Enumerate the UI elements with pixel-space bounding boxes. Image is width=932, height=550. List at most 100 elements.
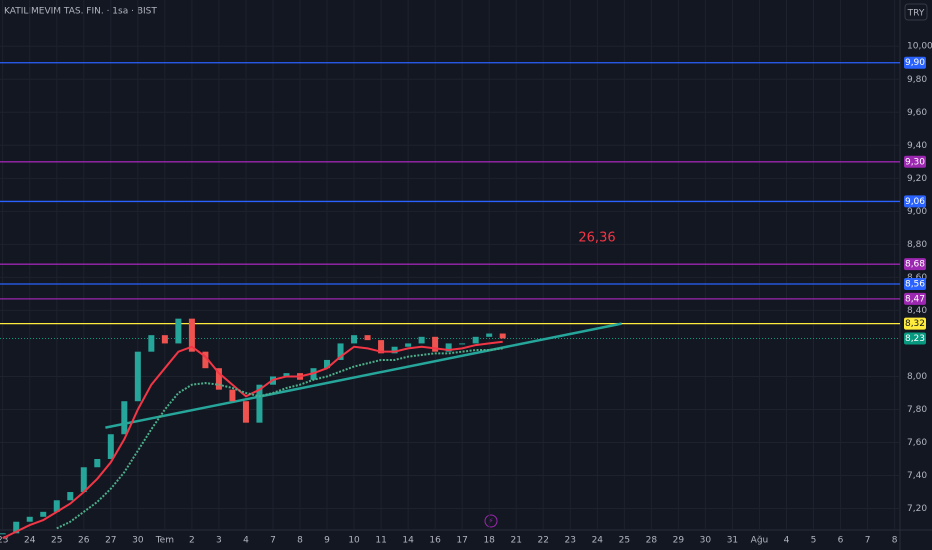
- x-tick-label: 26: [78, 536, 90, 546]
- x-tick-label: 5: [811, 536, 817, 546]
- currency-button[interactable]: [904, 3, 928, 21]
- event-icon[interactable]: [484, 514, 498, 528]
- candle: [445, 343, 452, 352]
- y-tick-label: 9,60: [907, 108, 927, 118]
- level-tag-label: 8,47: [905, 294, 925, 304]
- candle: [161, 335, 168, 344]
- level-tag: [904, 332, 926, 345]
- candle: [378, 340, 385, 354]
- level-tag-label: 9,90: [905, 58, 925, 68]
- currency-label[interactable]: TRY: [907, 9, 925, 19]
- y-tick-label: 8,40: [907, 306, 927, 316]
- x-tick-label: 16: [429, 536, 441, 546]
- candle: [499, 333, 506, 339]
- level-tag: [904, 292, 926, 305]
- candle: [40, 511, 47, 517]
- level-tag-label: 9,30: [905, 157, 925, 167]
- candle: [26, 516, 33, 522]
- candle: [80, 467, 87, 493]
- x-tick-label: 25: [619, 536, 630, 546]
- candle: [351, 335, 358, 344]
- chart-title: KATILIMEVIM TAS. FIN. · 1sa · BIST: [4, 7, 157, 17]
- candle: [134, 351, 141, 402]
- level-tag: [904, 277, 926, 290]
- y-tick-label: 7,40: [907, 471, 927, 481]
- candle: [472, 336, 479, 344]
- level-tag-label: 8,32: [905, 319, 925, 329]
- candle: [256, 384, 263, 423]
- y-tick-label: 9,80: [907, 75, 927, 85]
- level-tag-label: 9,06: [905, 197, 925, 207]
- candle: [107, 434, 114, 460]
- annotation: 26,36: [578, 231, 615, 246]
- candle: [486, 333, 493, 337]
- x-tick-label: 30: [132, 536, 144, 546]
- x-tick-label: Tem: [155, 536, 174, 546]
- candle: [283, 373, 290, 377]
- trendline: [105, 322, 622, 429]
- x-tick-label: 29: [673, 536, 685, 546]
- level-tag: [904, 155, 926, 168]
- candle: [94, 459, 101, 468]
- candle: [121, 401, 128, 435]
- x-tick-label: 21: [510, 536, 521, 546]
- candle: [459, 343, 466, 345]
- y-tick-label: 7,60: [907, 438, 927, 448]
- x-tick-label: 27: [105, 536, 116, 546]
- candle: [67, 492, 74, 501]
- y-tick-label: 9,40: [907, 141, 927, 151]
- candle: [364, 335, 371, 341]
- x-tick-label: 31: [727, 536, 738, 546]
- level-tag-label: 8,68: [905, 260, 925, 270]
- level-tag: [904, 195, 926, 208]
- x-tick-label: 7: [865, 536, 871, 546]
- y-tick-label: 8,60: [907, 273, 927, 283]
- x-tick-label: 30: [700, 536, 712, 546]
- y-tick-label: 9,00: [907, 207, 927, 217]
- x-tick-label: 22: [538, 536, 549, 546]
- candle: [13, 521, 20, 534]
- candle: [215, 368, 222, 390]
- candle: [148, 335, 155, 352]
- x-tick-label: 8: [297, 536, 303, 546]
- candle: [337, 343, 344, 360]
- candle: [202, 351, 209, 369]
- x-tick-label: 9: [324, 536, 330, 546]
- x-tick-label: 25: [51, 536, 62, 546]
- candle: [418, 336, 425, 344]
- candle: [242, 401, 249, 423]
- level-tag: [904, 56, 926, 69]
- y-tick-label: 9,20: [907, 174, 927, 184]
- grid: [0, 0, 900, 530]
- level-tag-label: 8,56: [905, 279, 925, 289]
- ema-line: [2, 340, 503, 540]
- y-tick-label: 10,00: [907, 42, 932, 52]
- candle: [229, 389, 236, 402]
- candle: [432, 336, 439, 352]
- y-tick-label: 8,80: [907, 240, 927, 250]
- y-tick-label: 7,80: [907, 405, 927, 415]
- x-tick-label: 7: [270, 536, 276, 546]
- level-tag-label: 8,23: [905, 334, 925, 344]
- x-tick-label: 14: [402, 536, 414, 546]
- candle: [0, 533, 6, 535]
- level-tag: [904, 317, 926, 330]
- x-tick-label: 4: [243, 536, 249, 546]
- x-tick-label: 4: [784, 536, 790, 546]
- candle: [324, 359, 331, 369]
- x-tick-label: 28: [646, 536, 658, 546]
- x-tick-label: 24: [592, 536, 604, 546]
- x-tick-label: 23: [0, 536, 8, 546]
- x-tick-label: 18: [483, 536, 495, 546]
- event-icon-glyph[interactable]: ⚡: [489, 517, 494, 525]
- candle: [175, 318, 182, 344]
- candle: [53, 500, 60, 512]
- level-tag: [904, 258, 926, 271]
- x-tick-label: 6: [838, 536, 844, 546]
- x-tick-label: Ağu: [751, 536, 769, 546]
- x-tick-label: 17: [456, 536, 467, 546]
- sma-line: [56, 347, 503, 530]
- candle: [188, 318, 195, 352]
